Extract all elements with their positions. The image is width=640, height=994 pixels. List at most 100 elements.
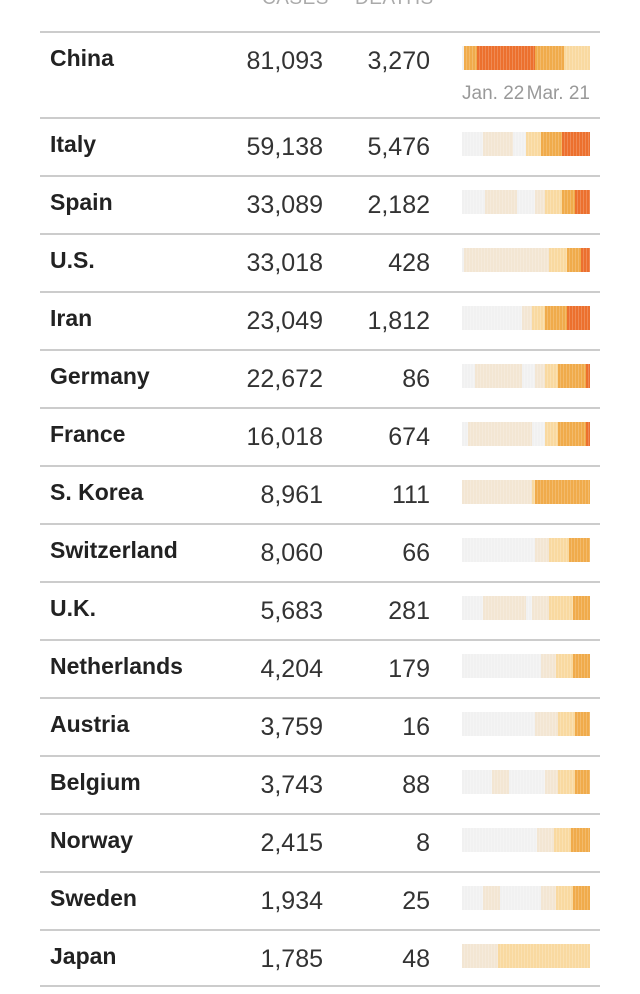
heat-segment: [464, 46, 477, 70]
case-heat-strip: [462, 132, 590, 156]
heat-segment: [572, 596, 590, 620]
table-row: China 81,093 3,270 Jan. 22 Mar. 21: [40, 31, 600, 117]
heat-segment: [545, 364, 558, 388]
heat-segment: [462, 364, 475, 388]
country-name: China: [50, 45, 114, 71]
heat-segment: [485, 190, 518, 214]
country-name: Italy: [50, 131, 97, 157]
country-name: Spain: [50, 189, 113, 215]
deaths-value: 179: [388, 655, 430, 683]
case-heat-strip: [462, 828, 590, 852]
heat-segment: [532, 480, 535, 504]
heat-segment: [508, 770, 546, 794]
table-row: S. Korea 8,961 111: [40, 465, 600, 523]
deaths-value: 3,270: [367, 47, 430, 75]
heat-segment: [575, 770, 590, 794]
heat-segment: [462, 712, 535, 736]
heat-segment: [462, 248, 465, 272]
heat-segment: [549, 248, 567, 272]
table-row: U.K. 5,683 281: [40, 581, 600, 639]
heat-segment: [532, 596, 550, 620]
table-row: Germany 22,672 86: [40, 349, 600, 407]
heat-segment: [581, 248, 590, 272]
deaths-value: 428: [388, 249, 430, 277]
table-row: Italy 59,138 5,476: [40, 117, 600, 175]
heat-segment: [462, 654, 541, 678]
table-row: Switzerland 8,060 66: [40, 523, 600, 581]
heat-segment: [525, 132, 541, 156]
heat-segment: [517, 190, 535, 214]
heat-segment: [575, 712, 590, 736]
table-row: Norway 2,415 8: [40, 813, 600, 871]
cases-value: 22,672: [246, 365, 323, 393]
cases-column-header: CASES: [262, 0, 329, 10]
cases-value: 4,204: [260, 655, 323, 683]
heat-segment: [557, 422, 586, 446]
deaths-value: 1,812: [367, 307, 430, 335]
heat-segment: [534, 712, 558, 736]
cases-value: 81,093: [246, 47, 323, 75]
cases-value: 16,018: [246, 423, 323, 451]
case-heat-strip: [462, 46, 590, 70]
heat-segment: [534, 538, 550, 562]
case-heat-strip: [462, 364, 590, 388]
case-heat-strip: [462, 480, 590, 504]
heat-segment: [462, 944, 499, 968]
heat-segment: [536, 828, 554, 852]
heat-segment: [462, 828, 537, 852]
heat-segment: [549, 538, 569, 562]
heat-segment: [585, 364, 590, 388]
table-row: Belgium 3,743 88: [40, 755, 600, 813]
deaths-value: 111: [391, 481, 430, 509]
heat-segment: [545, 770, 558, 794]
deaths-value: 2,182: [367, 191, 430, 219]
table-header: CASES DEATHS: [0, 0, 640, 12]
heat-segment: [545, 422, 558, 446]
heat-segment: [562, 132, 590, 156]
heat-segment: [464, 248, 550, 272]
heat-segment: [500, 886, 541, 910]
heat-segment: [562, 190, 576, 214]
heat-segment: [534, 480, 590, 504]
table-row: France 16,018 674: [40, 407, 600, 465]
cases-value: 59,138: [246, 133, 323, 161]
heat-segment: [462, 190, 486, 214]
heat-segment: [462, 480, 533, 504]
case-heat-strip: [462, 190, 590, 214]
country-name: S. Korea: [50, 479, 144, 505]
heat-segment: [566, 248, 582, 272]
heat-segment: [555, 886, 573, 910]
date-end: Mar. 21: [526, 83, 590, 104]
heat-segment: [549, 596, 573, 620]
case-heat-strip: [462, 712, 590, 736]
case-heat-strip: [462, 248, 590, 272]
heat-segment: [476, 46, 535, 70]
heat-segment: [545, 190, 563, 214]
table-row: Sweden 1,934 25: [40, 871, 600, 929]
deaths-value: 66: [402, 539, 430, 567]
heat-segment: [540, 654, 556, 678]
heat-segment: [462, 596, 484, 620]
heat-segment: [468, 422, 533, 446]
heat-segment: [572, 886, 590, 910]
table-row: U.S. 33,018 428: [40, 233, 600, 291]
heat-segment: [483, 132, 514, 156]
table-row: Netherlands 4,204 179: [40, 639, 600, 697]
date-start: Jan. 22: [462, 83, 525, 104]
country-name: Sweden: [50, 885, 137, 911]
case-heat-strip: [462, 596, 590, 620]
heat-segment: [521, 364, 535, 388]
heat-segment: [570, 828, 590, 852]
country-name: Iran: [50, 305, 93, 331]
cases-value: 1,934: [260, 887, 323, 915]
case-heat-strip: [462, 770, 590, 794]
country-name: Switzerland: [50, 537, 178, 563]
heat-segment: [568, 538, 590, 562]
heat-segment: [555, 654, 573, 678]
heat-segment: [557, 770, 576, 794]
country-table: China 81,093 3,270 Jan. 22 Mar. 21 Italy 5…: [40, 31, 600, 987]
heat-segment: [462, 132, 484, 156]
table-row: Austria 3,759 16: [40, 697, 600, 755]
heat-segment: [462, 422, 469, 446]
heat-segment: [462, 46, 465, 70]
